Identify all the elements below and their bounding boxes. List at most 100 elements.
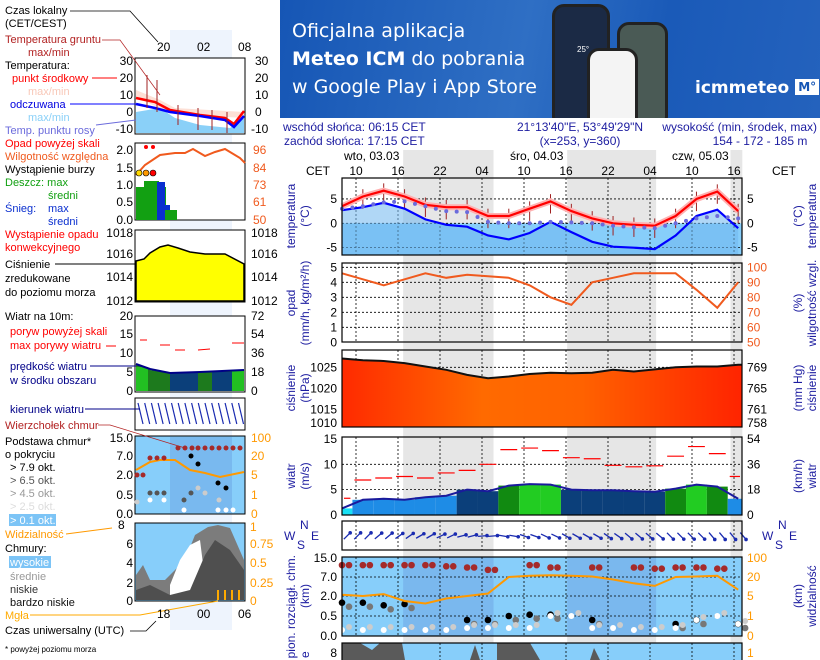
legend-pres-tick-right: 1012 [251, 294, 278, 308]
legend-precip-over: Opad powyżej skali [5, 138, 100, 150]
cloud-cover-area [342, 643, 600, 660]
cloud-top-dot [470, 564, 478, 571]
wind-arrow-head [588, 536, 593, 541]
dew-point-dot [433, 206, 438, 211]
y-tick-left: 1015 [310, 402, 337, 416]
cloud-base-thin-dot [512, 622, 519, 628]
y-tick-left: 0 [330, 508, 337, 522]
legend-cloud-tick: 4 [126, 556, 133, 570]
wind-speed-bar [352, 499, 374, 515]
legend-wind-tick: 5 [126, 365, 133, 379]
dew-point-dot [538, 220, 543, 225]
dew-point-dot [694, 216, 699, 221]
legend-wind-arrow [144, 402, 151, 425]
cloud-top-dot [449, 563, 457, 570]
cloud-base-dot [408, 604, 415, 612]
dew-point-dot [527, 221, 532, 226]
legend-local-tz: (CET/CEST) [5, 18, 67, 30]
wind-speed-bar [498, 485, 520, 515]
elevation-label: wysokość (min, środek, max) [661, 120, 817, 134]
compass-S: S [297, 538, 305, 552]
wind-arrow-head [537, 535, 541, 540]
cloud-base-dot [512, 616, 520, 624]
legend-wind-tick: 20 [120, 309, 134, 323]
y-tick-left: 5 [330, 260, 337, 274]
dew-point-dot [642, 225, 647, 230]
clouds-bg [342, 643, 742, 660]
legend-temp-tick: 0 [126, 105, 133, 119]
cloud-base-thin-dot [471, 622, 478, 628]
precip-axis-unit: (mm/h, kg/m²/h) [298, 261, 312, 346]
cloud-base-thin-dot [443, 627, 450, 633]
wind-speed-bar [686, 484, 707, 515]
y-tick-right: 0 [747, 508, 754, 522]
legend-pres-tick: 1018 [106, 226, 133, 240]
legend-vis-tick: 100 [251, 431, 271, 445]
app-promo-banner[interactable]: Oficjalna aplikacja Meteo ICM do pobrani… [280, 0, 820, 118]
coordinates: 21°13'40"E, 53°49'29"N [517, 120, 643, 134]
wind-arrow-head [411, 531, 416, 536]
legend-hum-tick: 73 [253, 178, 267, 192]
clouds-panel [341, 642, 743, 660]
cloud-top-dot [387, 561, 395, 569]
legend-tick-08: 08 [238, 40, 252, 54]
sunrise-time: wschód słońca: 06:15 CET [282, 120, 426, 134]
wind-arrow-head [526, 535, 531, 540]
sunset-time: zachód słońca: 17:15 CET [284, 134, 425, 148]
wind-axis-label: wiatr [284, 463, 298, 489]
legend-ground-temp-mm: max/min [28, 47, 70, 59]
y-tick-left: 2 [330, 305, 337, 319]
legend-base-tick: 15.0 [110, 431, 134, 445]
cloud-base-thin-dot [596, 622, 603, 628]
day-label: wto, 03.03 [343, 149, 400, 163]
y-tick-left: 1025 [310, 360, 337, 374]
cloud-base-dot [526, 611, 533, 618]
humidity-axis-label: wilgotność wzgl. [805, 260, 819, 348]
cloud-base-thin-dot [672, 625, 679, 631]
dew-point-dot [715, 213, 720, 218]
legend-temp-tick-right: 30 [255, 54, 269, 68]
wind-arrow-head [547, 536, 551, 540]
legend-wind-arrow [177, 402, 184, 425]
y-tick-left: 0.5 [320, 609, 337, 623]
hour-tick: 16 [391, 164, 405, 178]
hour-tick: 10 [349, 164, 363, 178]
legend-pressure-2: zredukowane [5, 273, 70, 285]
y-tick-right: 20 [747, 570, 761, 584]
dew-point-dot [475, 214, 480, 219]
wind-arrow-head [516, 534, 521, 539]
dew-point-dot [402, 199, 407, 204]
legend-precip-tick: 1.0 [116, 178, 133, 192]
y-tick-left: 4 [330, 275, 337, 289]
y-tick-left: 7.0 [320, 570, 337, 584]
compass-right-E: E [789, 529, 797, 543]
y-tick-left: 0 [330, 216, 337, 230]
legend-okt-01: > 0.1 okt. [10, 515, 56, 527]
legend-wind-tick: 0 [126, 384, 133, 398]
wind-speed-bar [435, 495, 457, 515]
cloud-base-thin-dot [714, 613, 721, 619]
legend-fog: Mgła [5, 610, 30, 622]
legend-wind-arrow [197, 402, 204, 425]
legend-base-tick: 0.0 [116, 507, 133, 521]
y-tick-left: 0.0 [320, 629, 337, 643]
legend-frac-tick: 0.5 [250, 556, 267, 570]
wind-speed-bar [342, 508, 353, 515]
wind-speed-bar [456, 489, 478, 515]
cloud-extent-axis-label: pion. rozciągł. chm. [284, 555, 298, 658]
temp-axis-label-right: temperatura [805, 183, 819, 248]
cloud-top-dot [380, 561, 388, 569]
y-tick-right: 769 [747, 360, 767, 374]
legend-frac-tick: 1 [250, 520, 257, 534]
temp-axis-unit-right: (°C) [791, 205, 805, 226]
cloud-top-dot [401, 561, 408, 569]
wind-arrow-head [464, 533, 468, 537]
wind-speed-line [341, 483, 739, 510]
dew-point-dot [684, 218, 689, 223]
elevation-value: 154 - 172 - 185 m [713, 134, 808, 148]
wind-arrow-head [599, 536, 603, 541]
wind-arrow-head [640, 537, 645, 541]
wind-kmh-label: wiatr [805, 463, 819, 489]
wind-arrow-head [557, 536, 562, 540]
banner-line-2-rest: do pobrania [405, 48, 526, 70]
